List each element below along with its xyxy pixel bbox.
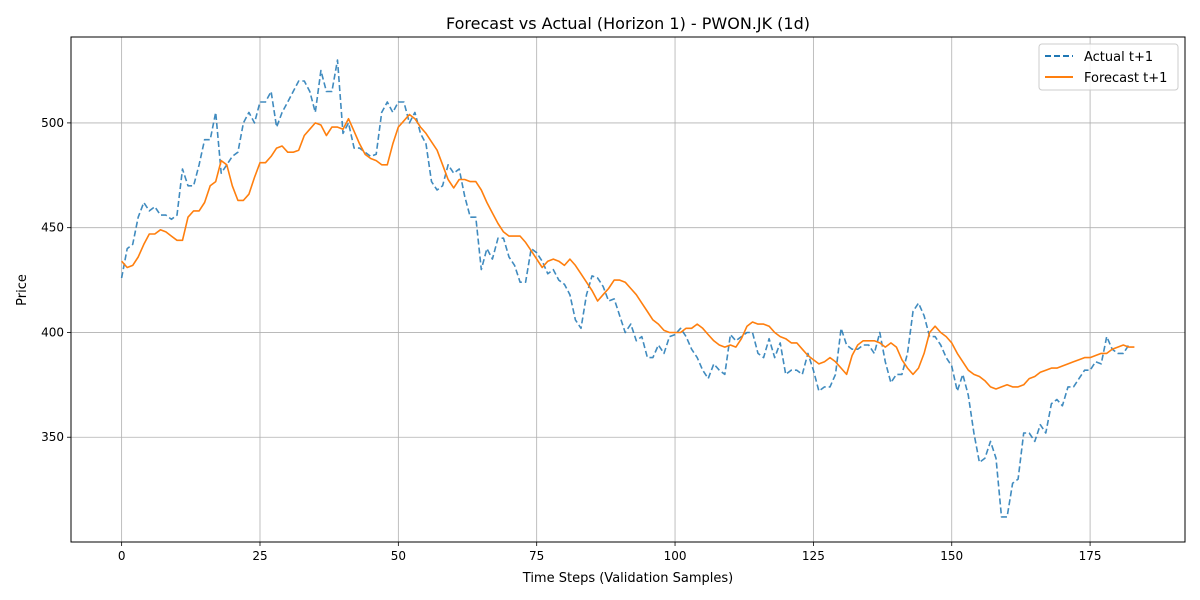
y-tick-label: 350 (41, 430, 64, 444)
legend-label-forecast: Forecast t+1 (1084, 71, 1167, 86)
chart-title: Forecast vs Actual (Horizon 1) - PWON.JK… (446, 14, 810, 33)
legend-box (1038, 43, 1179, 91)
x-tick-label: 25 (252, 549, 267, 563)
forecast-series-line (121, 113, 1135, 390)
x-tick-label: 175 (1079, 549, 1102, 563)
x-tick-label: 0 (118, 549, 126, 563)
legend: Actual t+1 Forecast t+1 (1038, 43, 1179, 91)
y-axis-label: Price (15, 274, 30, 306)
actual-series-line (120, 59, 1130, 518)
y-tick-label: 400 (41, 325, 64, 339)
x-tick-label: 150 (940, 549, 963, 563)
x-axis-label: Time Steps (Validation Samples) (522, 571, 733, 586)
x-tick-label: 125 (802, 549, 825, 563)
series-group (120, 59, 1135, 518)
legend-label-actual: Actual t+1 (1084, 50, 1153, 65)
x-tick-label: 100 (664, 549, 687, 563)
y-tick-label: 450 (41, 221, 64, 235)
y-tick-label: 500 (41, 116, 64, 130)
plot-area-frame (70, 36, 1186, 543)
axis-ticks: 0 25 50 75 100 125 150 175 350 400 450 500 (41, 116, 1101, 563)
x-tick-label: 50 (391, 549, 406, 563)
grid-lines (71, 37, 1185, 542)
x-tick-label: 75 (529, 549, 544, 563)
